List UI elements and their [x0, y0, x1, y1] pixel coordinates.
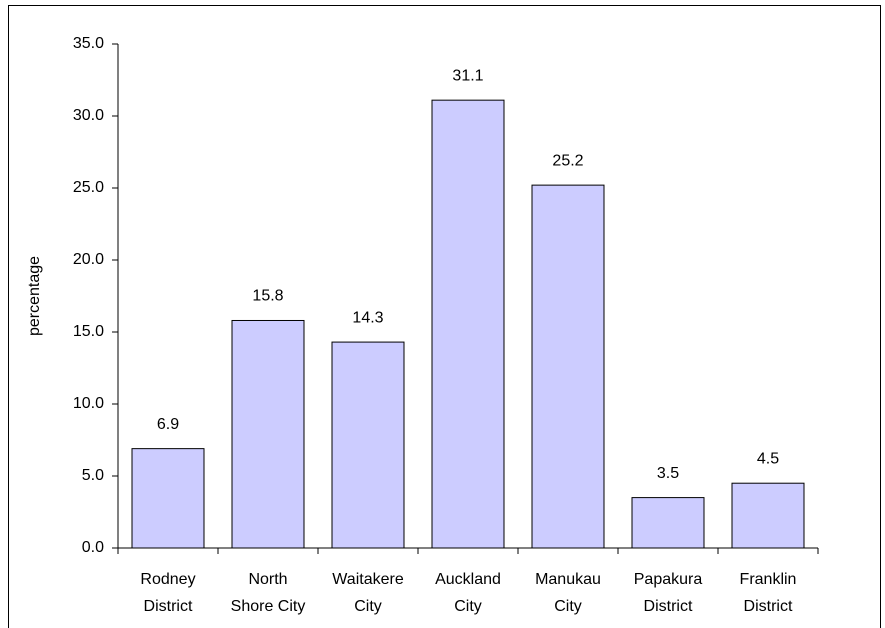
- y-tick-label: 0.0: [82, 539, 104, 556]
- x-tick-label: District: [644, 598, 693, 615]
- bar: [631, 497, 705, 549]
- x-tick-label: North: [248, 571, 287, 588]
- x-tick-label: Papakura: [634, 571, 703, 588]
- value-label: 14.3: [352, 309, 383, 326]
- x-tick-label: District: [744, 598, 793, 615]
- y-tick-label: 15.0: [73, 323, 104, 340]
- y-tick-label: 30.0: [73, 107, 104, 124]
- bar: [331, 341, 405, 549]
- value-label: 15.8: [252, 288, 283, 305]
- value-label: 6.9: [157, 416, 179, 433]
- y-tick-label: 10.0: [73, 395, 104, 412]
- bar: [231, 319, 305, 549]
- value-label: 25.2: [552, 152, 583, 169]
- x-tick-label: City: [454, 598, 482, 615]
- y-tick-label: 25.0: [73, 179, 104, 196]
- y-tick-label: 35.0: [73, 35, 104, 52]
- x-tick-label: City: [554, 598, 582, 615]
- x-tick-label: Manukau: [535, 571, 601, 588]
- x-tick-label: Rodney: [140, 571, 195, 588]
- bar: [131, 448, 205, 549]
- value-label: 3.5: [657, 465, 679, 482]
- bar: [531, 184, 605, 549]
- x-tick-label: Auckland: [435, 571, 501, 588]
- value-label: 4.5: [757, 450, 779, 467]
- x-tick-label: District: [144, 598, 193, 615]
- bar: [431, 99, 505, 549]
- x-tick-label: Shore City: [231, 598, 306, 615]
- bar: [731, 482, 805, 549]
- y-tick-label: 20.0: [73, 251, 104, 268]
- y-axis-title: percentage: [26, 256, 43, 336]
- x-tick-label: Franklin: [740, 571, 797, 588]
- y-tick-label: 5.0: [82, 467, 104, 484]
- x-tick-label: Waitakere: [332, 571, 404, 588]
- x-tick-label: City: [354, 598, 382, 615]
- value-label: 31.1: [452, 67, 483, 84]
